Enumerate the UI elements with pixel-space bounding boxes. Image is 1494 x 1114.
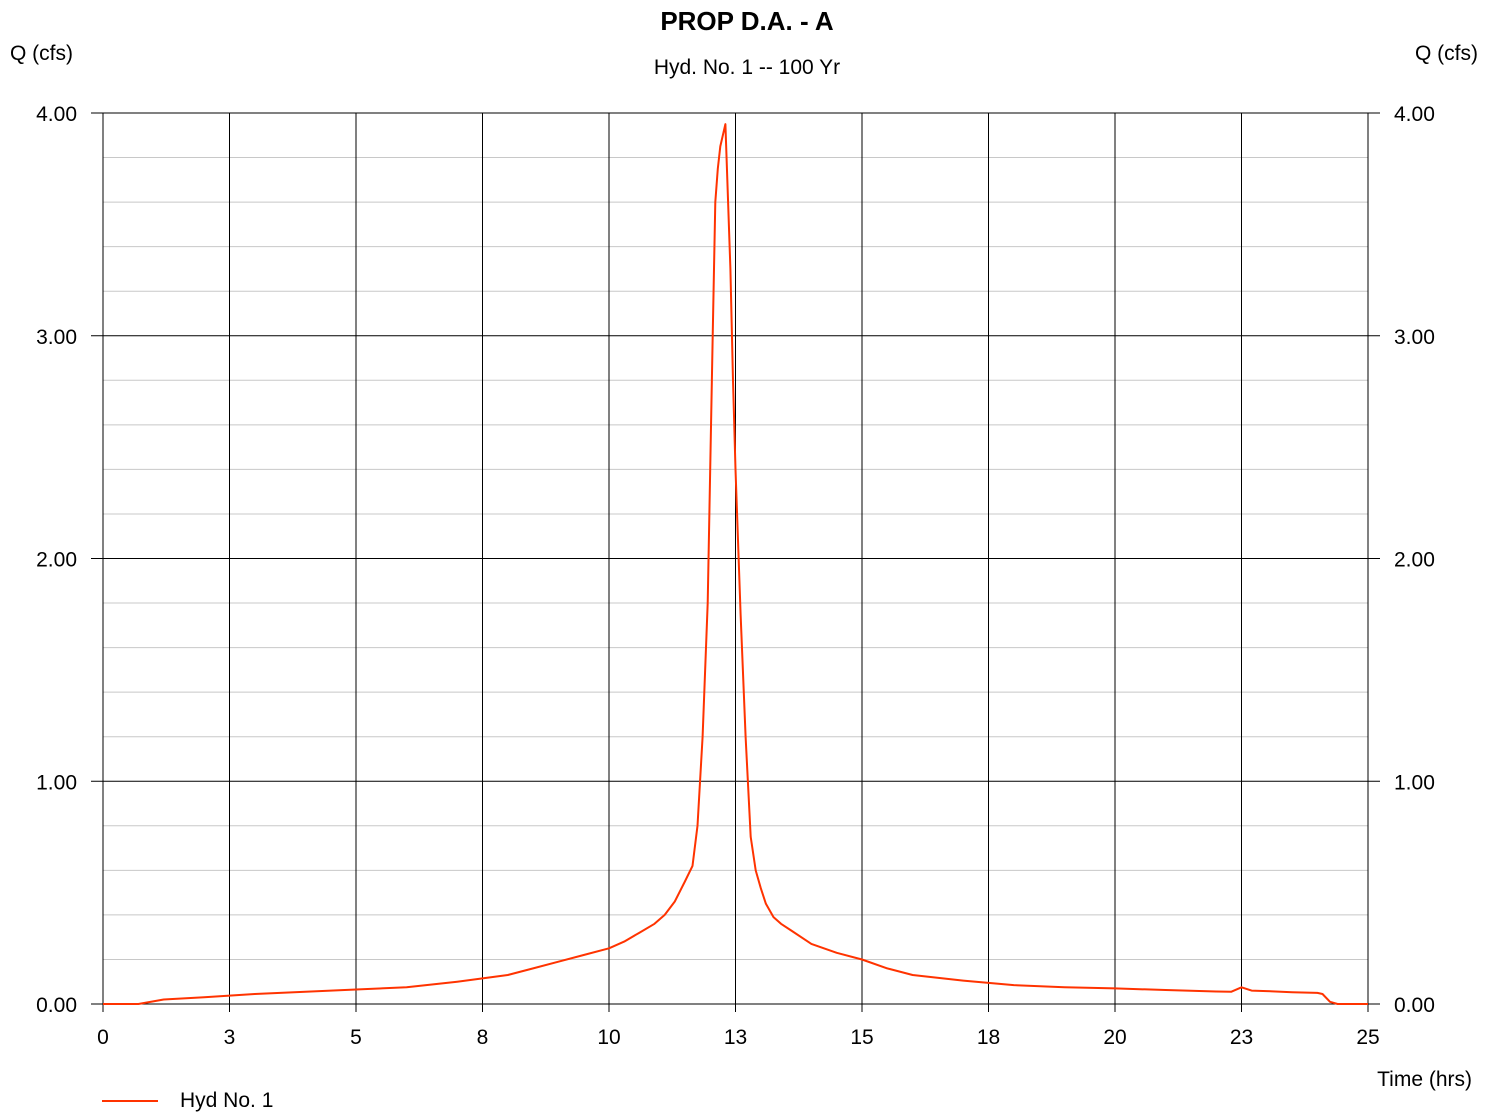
- y-tick-label-right: 2.00: [1394, 549, 1435, 572]
- y-axis-label-right: Q (cfs): [1415, 42, 1478, 65]
- x-axis-label: Time (hrs): [1377, 1068, 1472, 1091]
- x-tick-label: 18: [977, 1026, 1000, 1049]
- x-tick-label: 0: [97, 1026, 109, 1049]
- chart-title: PROP D.A. - A: [660, 6, 834, 36]
- y-tick-label-right: 3.00: [1394, 326, 1435, 349]
- y-tick-label-left: 3.00: [36, 326, 77, 349]
- chart-subtitle: Hyd. No. 1 -- 100 Yr: [653, 56, 841, 79]
- y-axis-ticks-right: 0.00 1.00 2.00 3.00 4.00: [1368, 103, 1435, 1017]
- legend-label-hyd-no-1: Hyd No. 1: [180, 1089, 274, 1112]
- x-tick-label: 5: [350, 1026, 362, 1049]
- series-group: [103, 123, 1368, 1005]
- y-tick-label-left: 2.00: [36, 549, 77, 572]
- legend-swatch-hyd-no-1: [102, 1100, 158, 1102]
- series-line-hyd-no-1: [103, 123, 1368, 1005]
- y-axis-label-left: Q (cfs): [10, 42, 73, 65]
- plot-frame: [102, 112, 1369, 1005]
- y-tick-label-right: 1.00: [1394, 771, 1435, 794]
- x-tick-label: 25: [1356, 1026, 1379, 1049]
- y-tick-label-left: 4.00: [36, 103, 77, 126]
- y-tick-label-left: 0.00: [36, 994, 77, 1017]
- x-tick-label: 13: [724, 1026, 747, 1049]
- x-tick-label: 3: [224, 1026, 236, 1049]
- x-tick-label: 10: [597, 1026, 620, 1049]
- y-axis-ticks-left: 0.00 1.00 2.00 3.00 4.00: [36, 103, 103, 1017]
- x-axis-ticks: 0 3 5 8 10 13 15 18 20 23 25: [97, 1004, 1380, 1049]
- x-tick-label: 20: [1103, 1026, 1126, 1049]
- legend: Hyd No. 1: [102, 1088, 273, 1114]
- y-tick-label-right: 4.00: [1394, 103, 1435, 126]
- y-tick-label-left: 1.00: [36, 771, 77, 794]
- x-tick-label: 15: [850, 1026, 873, 1049]
- x-tick-label: 23: [1230, 1026, 1253, 1049]
- y-tick-label-right: 0.00: [1394, 994, 1435, 1017]
- x-tick-label: 8: [477, 1026, 489, 1049]
